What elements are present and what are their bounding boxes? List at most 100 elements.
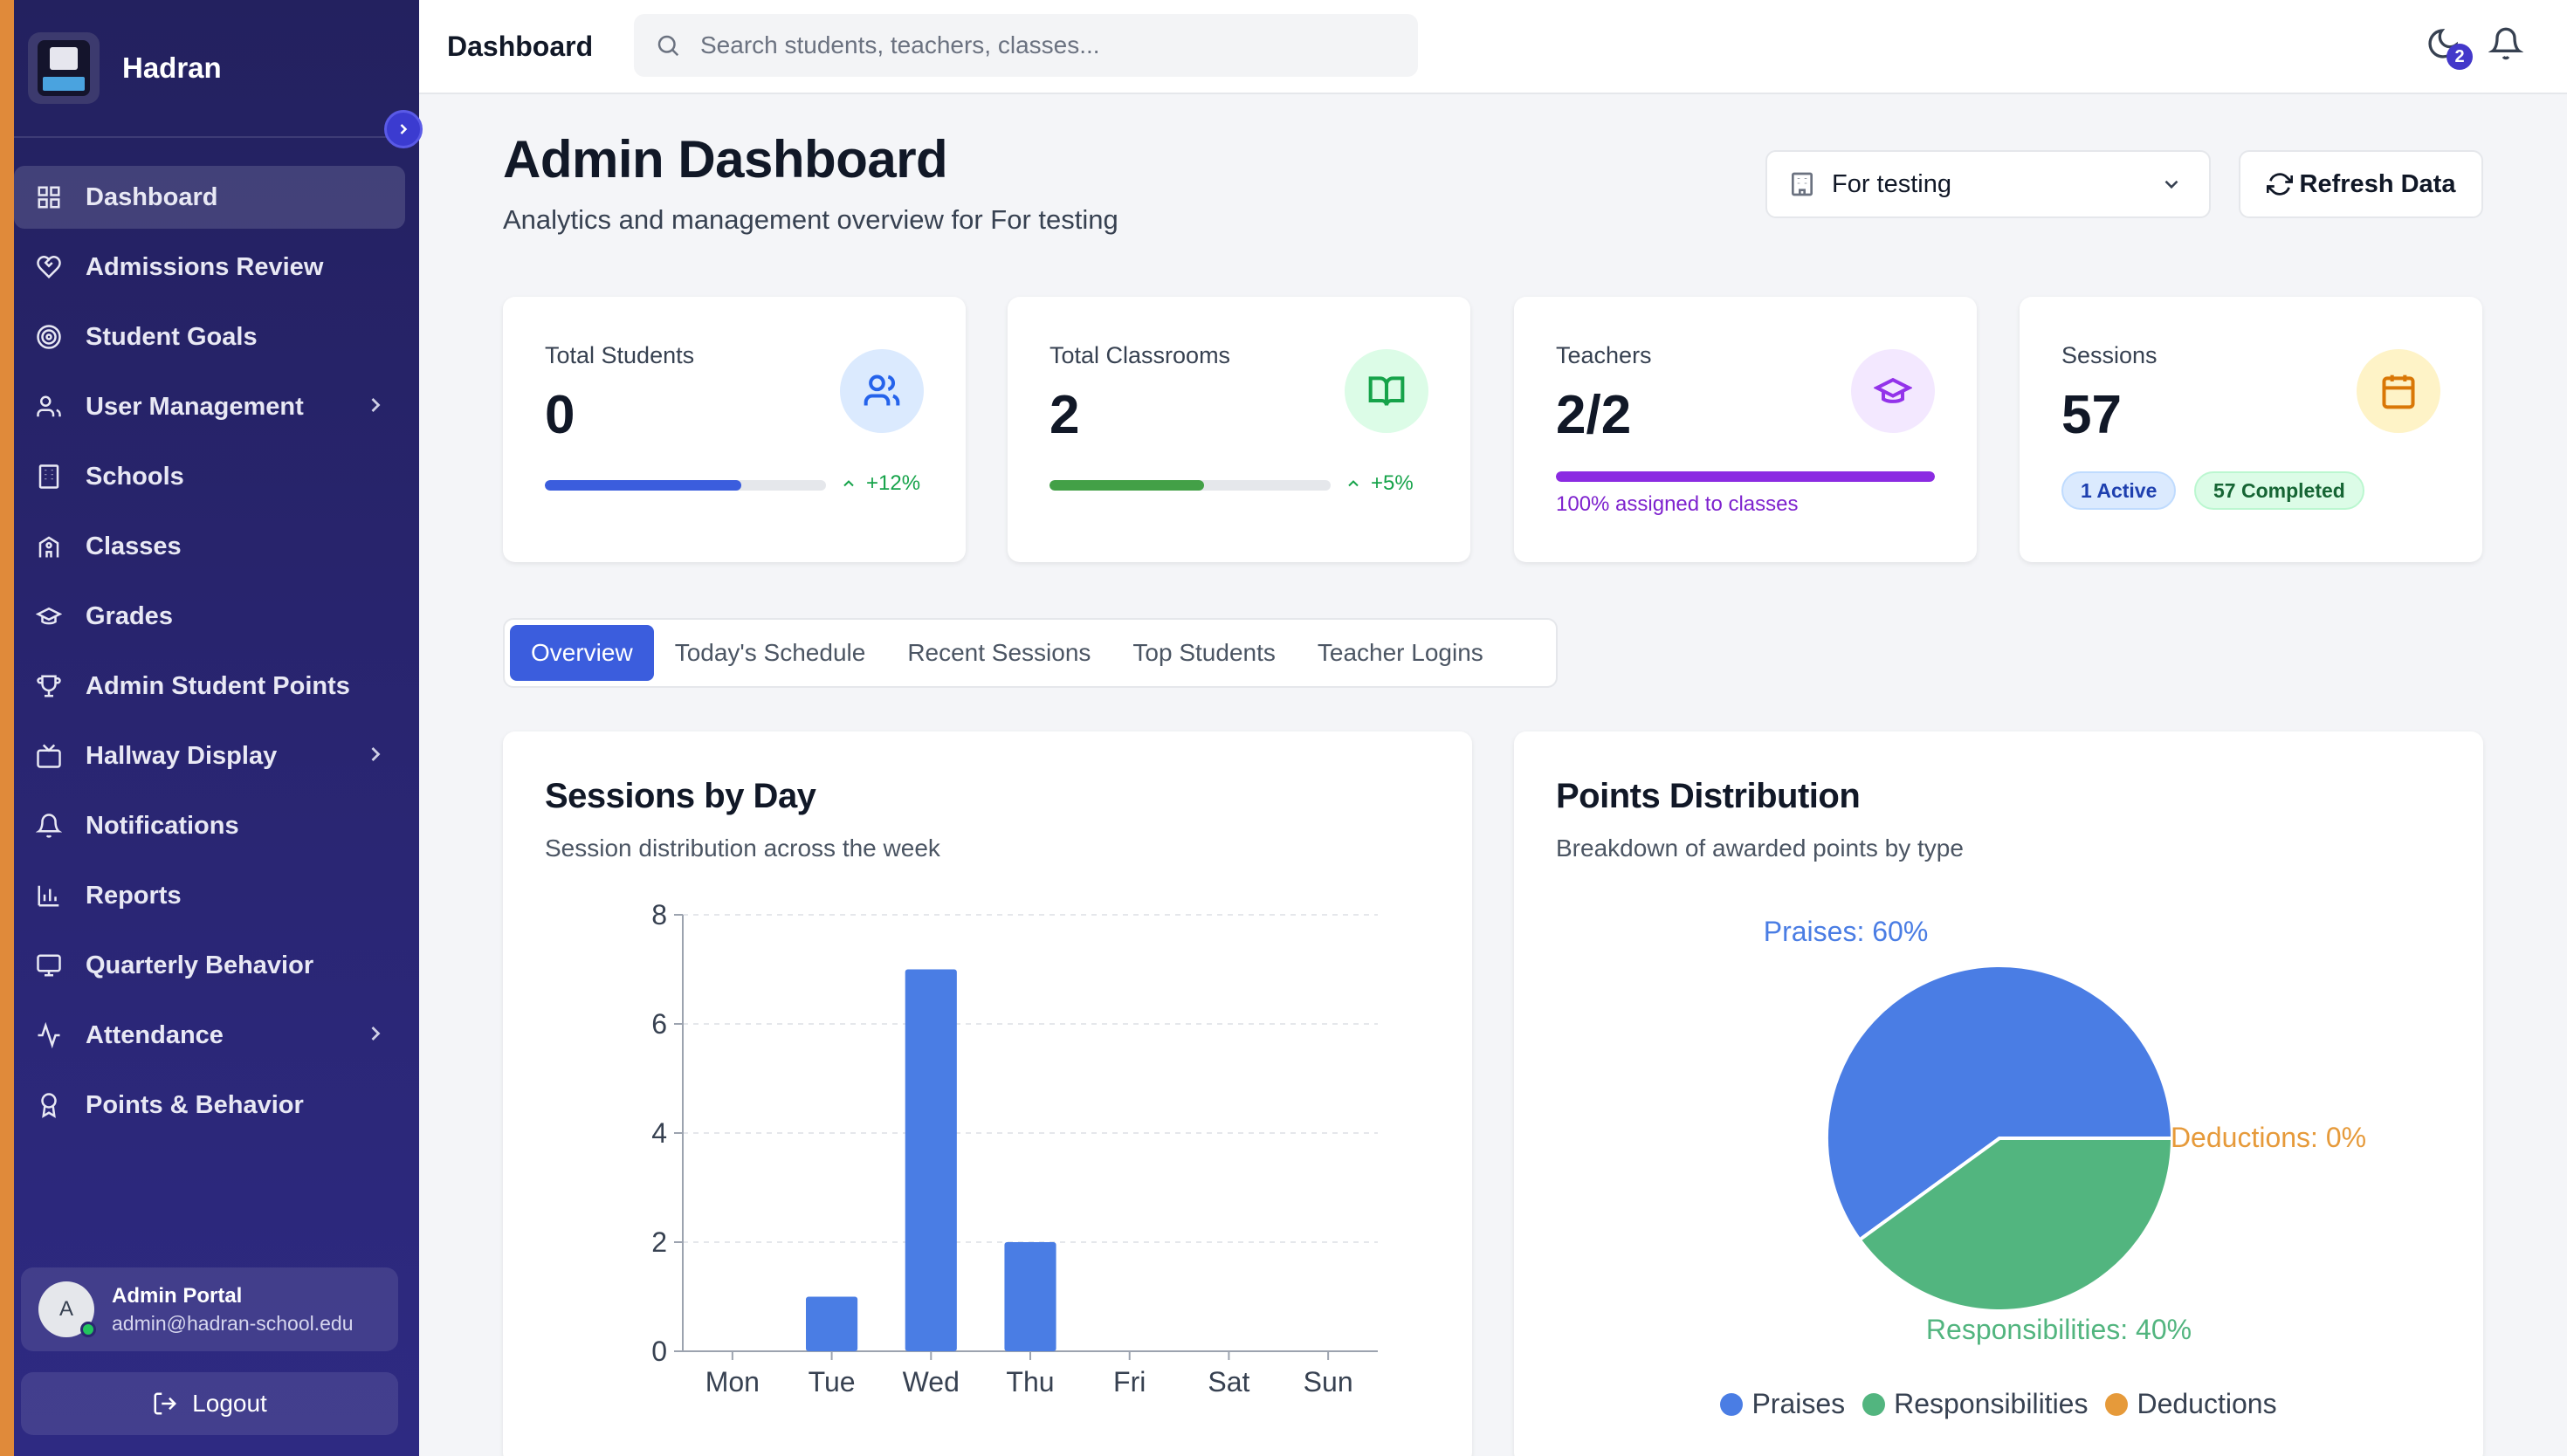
- search-input[interactable]: [700, 31, 1364, 59]
- tab-recent-sessions[interactable]: Recent Sessions: [907, 639, 1091, 666]
- sidebar-item-points-behavior[interactable]: Points & Behavior: [14, 1074, 419, 1137]
- tab-top-students[interactable]: Top Students: [1132, 639, 1276, 666]
- pie-slice-praises[interactable]: [1825, 964, 2175, 1243]
- sidebar-item-label: Reports: [86, 881, 182, 910]
- sidebar-item-admin-student-points[interactable]: Admin Student Points: [14, 655, 419, 718]
- notification-count-badge: 2: [2447, 44, 2473, 70]
- legend-label: Responsibilities: [1894, 1388, 2089, 1419]
- topbar-title: Dashboard: [447, 30, 594, 62]
- sidebar-item-schools[interactable]: Schools: [14, 445, 419, 508]
- monitor-icon: [35, 951, 63, 979]
- logout-button[interactable]: Logout: [21, 1372, 398, 1435]
- card-label: Teachers: [1556, 342, 1652, 368]
- trophy-icon: [35, 672, 63, 700]
- bar-thu[interactable]: [1004, 1242, 1056, 1351]
- profile-email: admin@hadran-school.edu: [112, 1311, 354, 1335]
- refresh-icon: [2266, 173, 2293, 196]
- x-tick-label: Thu: [1006, 1366, 1054, 1398]
- tab-today-s-schedule[interactable]: Today's Schedule: [674, 639, 866, 666]
- chevron-right-icon: [363, 1021, 388, 1053]
- legend-item-praises[interactable]: Praises: [1720, 1388, 1845, 1420]
- sidebar-item-notifications[interactable]: Notifications: [14, 794, 419, 857]
- legend-item-deductions[interactable]: Deductions: [2105, 1388, 2277, 1420]
- sidebar-item-attendance[interactable]: Attendance: [14, 1004, 419, 1067]
- sidebar-item-label: Dashboard: [86, 182, 218, 211]
- sidebar-collapse-button[interactable]: [384, 110, 423, 148]
- x-tick-label: Sun: [1304, 1366, 1353, 1398]
- total-students-card: Total Students 0 +12%: [503, 297, 966, 562]
- activity-icon: [35, 1021, 63, 1049]
- sidebar-item-grades[interactable]: Grades: [14, 585, 419, 648]
- sidebar-item-quarterly-behavior[interactable]: Quarterly Behavior: [14, 934, 419, 997]
- card-value: 57: [2061, 385, 2122, 445]
- points-pie-chart: Praises: 60% Responsibilities: 40% Deducti…: [1764, 916, 2366, 1345]
- legend-label: Praises: [1751, 1388, 1846, 1419]
- search-icon: [657, 35, 679, 57]
- sidebar-item-reports[interactable]: Reports: [14, 864, 419, 927]
- refresh-data-button[interactable]: Refresh Data: [2239, 150, 2483, 218]
- trend-indicator: +5%: [1345, 471, 1414, 496]
- pie-label-responsibilities: Responsibilities: 40%: [1926, 1314, 2192, 1345]
- y-tick-label: 0: [651, 1336, 667, 1367]
- sidebar-item-label: Student Goals: [86, 322, 258, 351]
- legend-swatch: [1862, 1392, 1886, 1416]
- legend-label: Deductions: [2137, 1388, 2277, 1419]
- logout-icon: [154, 1392, 177, 1415]
- pie-slice-responsibilities[interactable]: [1857, 1137, 2175, 1313]
- pie-legend: Praises Responsibilities Deductions: [1514, 1388, 2483, 1420]
- avatar: A: [38, 1281, 96, 1337]
- chevron-down-icon: [2164, 180, 2178, 189]
- search-box[interactable]: [634, 14, 1418, 77]
- panel-title: Sessions by Day: [545, 777, 816, 815]
- sidebar-item-label: Classes: [86, 532, 182, 560]
- sidebar-item-dashboard[interactable]: Dashboard: [14, 166, 405, 229]
- chevron-up-icon: [1348, 480, 1359, 487]
- tab-overview[interactable]: Overview: [510, 625, 654, 681]
- sidebar-item-student-goals[interactable]: Student Goals: [14, 306, 419, 368]
- pie-label-praises: Praises: 60%: [1764, 916, 1929, 947]
- dashboard-grid-icon: [35, 183, 63, 211]
- hadran-logo[interactable]: [28, 32, 100, 104]
- user-profile[interactable]: A Admin Portal admin@hadran-school.edu: [21, 1267, 398, 1351]
- panel-title: Points Distribution: [1556, 777, 1861, 815]
- legend-swatch: [2105, 1392, 2129, 1416]
- sidebar-item-label: Hallway Display: [86, 741, 278, 770]
- tab-teacher-logins[interactable]: Teacher Logins: [1317, 639, 1483, 666]
- legend-item-responsibilities[interactable]: Responsibilities: [1862, 1388, 2088, 1420]
- bar-wed[interactable]: [905, 969, 957, 1352]
- sidebar-item-label: Grades: [86, 601, 173, 630]
- heart-handshake-icon: [35, 253, 63, 281]
- school-select[interactable]: For testing: [1765, 150, 2211, 218]
- active-sessions-badge: 1 Active: [2061, 471, 2177, 510]
- users-icon: [35, 393, 63, 421]
- sidebar-item-label: User Management: [86, 392, 304, 421]
- bar-tue[interactable]: [806, 1296, 858, 1352]
- card-value: 2/2: [1556, 385, 1632, 445]
- page-title: Admin Dashboard: [503, 130, 948, 189]
- card-value: 0: [545, 385, 575, 445]
- progress-bar: [1556, 471, 1935, 482]
- sidebar-item-user-management[interactable]: User Management: [14, 375, 419, 438]
- sidebar-item-hallway-display[interactable]: Hallway Display: [14, 725, 419, 787]
- x-tick-label: Sat: [1208, 1366, 1249, 1398]
- card-label: Total Classrooms: [1050, 342, 1231, 368]
- y-tick-label: 6: [651, 1008, 667, 1040]
- x-tick-label: Tue: [809, 1366, 856, 1398]
- users-icon: [840, 349, 924, 433]
- sidebar-item-admissions-review[interactable]: Admissions Review: [14, 236, 419, 299]
- notifications-button[interactable]: [2488, 26, 2524, 65]
- trend-indicator: +12%: [840, 471, 920, 496]
- card-label: Sessions: [2061, 342, 2158, 368]
- sidebar-item-classes[interactable]: Classes: [14, 515, 419, 578]
- y-tick-label: 8: [651, 899, 667, 931]
- sidebar-item-label: Points & Behavior: [86, 1090, 304, 1119]
- graduation-cap-icon: [35, 602, 63, 630]
- theme-toggle-button[interactable]: 2: [2426, 26, 2473, 70]
- dashboard-tabs: Overview Today's Schedule Recent Sessions T…: [503, 618, 1558, 688]
- chevron-up-icon: [843, 480, 854, 487]
- page-subtitle: Analytics and management overview for Fo…: [503, 204, 1118, 235]
- sidebar-item-label: Attendance: [86, 1020, 224, 1049]
- card-value: 2: [1050, 385, 1080, 445]
- completed-sessions-badge: 57 Completed: [2194, 471, 2364, 510]
- online-status-dot: [80, 1322, 96, 1337]
